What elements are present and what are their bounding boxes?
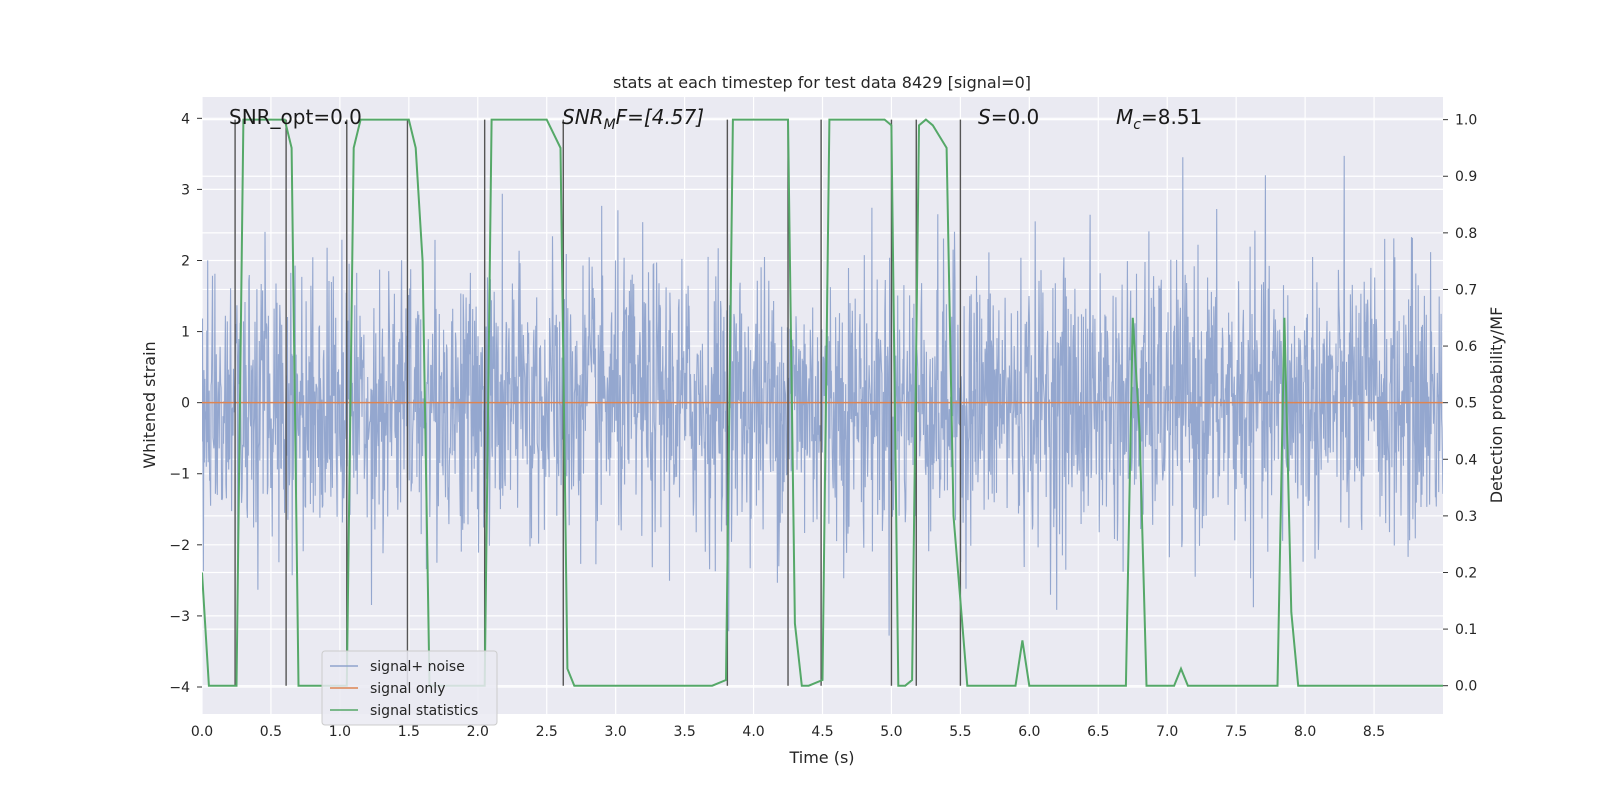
y-right-tick-label: 0.0 <box>1455 679 1477 695</box>
x-tick-label: 2.5 <box>536 724 558 740</box>
y-left-tick-label: 1 <box>181 325 190 341</box>
legend-box <box>321 650 498 726</box>
y-left-tick-label: 4 <box>181 111 190 127</box>
signal-statistics-series <box>202 118 1443 687</box>
y-left-tick-label: 0 <box>181 396 190 412</box>
x-tick-label: 1.0 <box>329 724 351 740</box>
y-axis-label-left: Whitened strain <box>140 341 159 468</box>
legend: signal+ noise signal only signal statist… <box>321 650 498 726</box>
noise-line <box>202 155 1443 636</box>
snr-mf-annotation: SNRMF=[4.57] <box>562 105 704 133</box>
vertical-lines <box>234 119 962 686</box>
s-main: S <box>978 105 991 129</box>
y-left-tick-label: −3 <box>169 609 190 625</box>
y-right-tick-label: 0.5 <box>1455 396 1477 412</box>
snr-mf-sub: M <box>604 117 616 133</box>
tick-labels: 0.0 0.5 1.0 1.5 2.0 2.5 3.0 3.5 4.0 4.5 5.0 5.5 6.0 6… <box>169 111 1477 740</box>
x-tick-label: 8.5 <box>1363 724 1385 740</box>
y-right-tick-label: 0.9 <box>1455 169 1477 185</box>
snr-mf-rest: F=[4.57] <box>616 105 704 129</box>
x-tick-label: 2.0 <box>467 724 489 740</box>
x-tick-label: 0.0 <box>191 724 213 740</box>
y-right-tick-label: 0.2 <box>1455 565 1477 581</box>
snr-opt-annotation: SNR_opt=0.0 <box>229 105 362 129</box>
signal-noise-series <box>202 155 1443 636</box>
x-tick-label: 4.0 <box>742 724 764 740</box>
y-axis-label-right: Detection probability/MF <box>1487 307 1506 504</box>
chart-title: stats at each timestep for test data 842… <box>613 73 1031 92</box>
mc-main: M <box>1116 105 1133 129</box>
x-tick-label: 4.5 <box>811 724 833 740</box>
y-left-tick-label: −4 <box>169 680 190 696</box>
x-tick-label: 5.5 <box>949 724 971 740</box>
y-right-tick-label: 0.4 <box>1455 452 1477 468</box>
statistics-line <box>202 118 1443 687</box>
y-left-tick-label: −2 <box>169 538 190 554</box>
x-axis-label: Time (s) <box>788 748 854 767</box>
y-left-tick-label: 3 <box>181 182 190 198</box>
x-tick-label: 6.0 <box>1018 724 1040 740</box>
x-tick-label: 7.5 <box>1225 724 1247 740</box>
mc-sub: c <box>1133 117 1141 133</box>
x-tick-label: 5.0 <box>880 724 902 740</box>
mc-annotation: Mc=8.51 <box>1116 105 1202 133</box>
x-tick-label: 7.0 <box>1156 724 1178 740</box>
snr-mf-main: SNR <box>562 105 604 129</box>
y-right-tick-label: 1.0 <box>1455 113 1477 129</box>
x-tick-label: 6.5 <box>1087 724 1109 740</box>
legend-label-statistics: signal statistics <box>370 703 478 719</box>
y-right-tick-label: 0.6 <box>1455 339 1477 355</box>
x-tick-label: 8.0 <box>1294 724 1316 740</box>
legend-label-signal: signal only <box>370 681 445 697</box>
y-left-tick-label: 2 <box>181 253 190 269</box>
y-left-tick-label: −1 <box>169 467 190 483</box>
y-right-tick-label: 0.8 <box>1455 226 1477 242</box>
s-rest: =0.0 <box>991 105 1040 129</box>
y-right-tick-label: 0.3 <box>1455 509 1477 525</box>
x-tick-label: 0.5 <box>260 724 282 740</box>
legend-label-noise: signal+ noise <box>370 659 465 675</box>
x-tick-label: 3.0 <box>605 724 627 740</box>
x-tick-label: 3.5 <box>673 724 695 740</box>
mc-rest: =8.51 <box>1141 105 1202 129</box>
y-right-tick-label: 0.7 <box>1455 282 1477 298</box>
s-annotation: S=0.0 <box>978 105 1039 129</box>
x-tick-label: 1.5 <box>398 724 420 740</box>
y-right-tick-label: 0.1 <box>1455 622 1477 638</box>
